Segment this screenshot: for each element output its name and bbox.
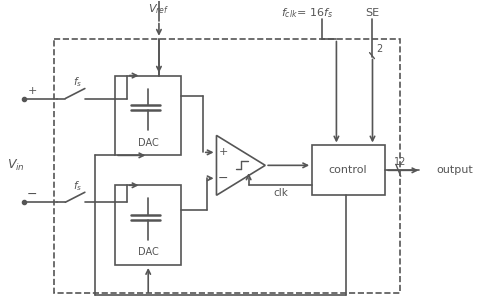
Bar (54, 39, 400, 293)
Text: 12: 12 (394, 157, 406, 167)
Text: +: + (218, 147, 228, 157)
Bar (115, 76, 181, 155)
Bar (115, 185, 181, 265)
Text: $V_{in}$: $V_{in}$ (7, 158, 24, 173)
Text: 2: 2 (376, 44, 383, 54)
Polygon shape (216, 135, 265, 195)
Text: +: + (27, 86, 37, 95)
Text: control: control (329, 165, 367, 175)
Text: SE: SE (365, 8, 380, 18)
Text: $V_{ref}$: $V_{ref}$ (148, 2, 169, 16)
Text: DAC: DAC (138, 138, 158, 148)
Text: $f_{clk}$= 16$f_s$: $f_{clk}$= 16$f_s$ (281, 6, 333, 20)
Text: −: − (27, 188, 37, 201)
Text: output: output (437, 165, 474, 175)
Text: clk: clk (274, 188, 288, 198)
Bar (312, 146, 385, 195)
Text: $f_s$: $f_s$ (73, 179, 83, 193)
Text: −: − (218, 172, 228, 185)
Text: DAC: DAC (138, 247, 158, 257)
Text: $f_s$: $f_s$ (73, 76, 83, 89)
